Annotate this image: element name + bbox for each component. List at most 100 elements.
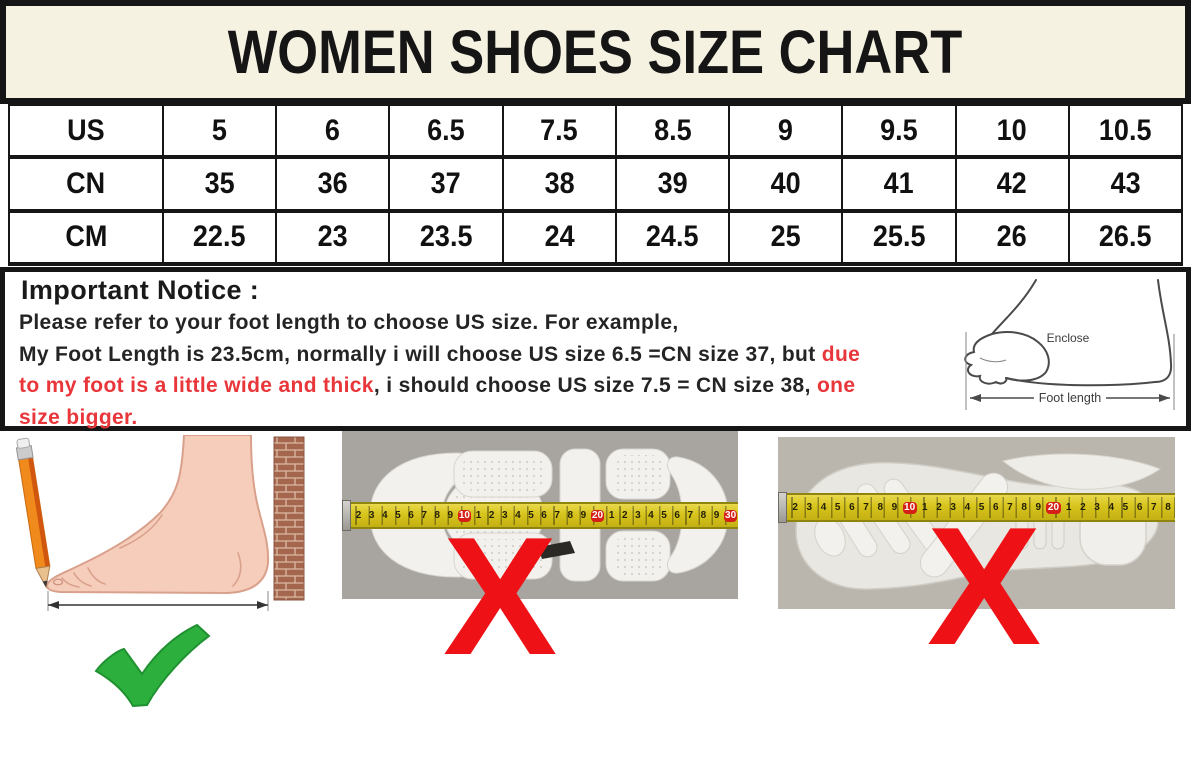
size-cell: 38 bbox=[501, 155, 617, 213]
tape-number: 9 bbox=[891, 501, 898, 513]
table-row: CM 22.5 23 23.5 24 24.5 25 25.5 26 26.5 bbox=[8, 208, 1184, 267]
notice-line: My Foot Length is 23.5cm, normally i wil… bbox=[19, 342, 861, 366]
arrow-right-head bbox=[1159, 394, 1170, 402]
tape-number: 6 bbox=[992, 501, 999, 513]
tape-number: 4 bbox=[381, 509, 388, 521]
size-cell: 37 bbox=[388, 155, 504, 213]
tape-number: 20 bbox=[590, 509, 605, 522]
size-cell: 36 bbox=[275, 155, 391, 213]
measuring-tape: 2 3 4 5 6 7 8 9 10 1 2 3 4 5 6 7 8 9 20 1 2 3 4 5 6 7 8 9 30 bbox=[342, 500, 738, 531]
tape-number: 2 bbox=[1080, 501, 1086, 513]
tape-number: 4 bbox=[964, 501, 971, 513]
tape-number: 4 bbox=[648, 509, 654, 521]
tape-number: 1 bbox=[608, 509, 615, 521]
tape-number: 7 bbox=[1007, 501, 1013, 513]
tape-number: 1 bbox=[475, 509, 482, 521]
check-icon bbox=[94, 623, 211, 708]
tape-number: 4 bbox=[820, 501, 827, 513]
tape-number: 5 bbox=[834, 501, 841, 513]
size-cell: 23 bbox=[275, 208, 391, 267]
foot-length-label: Foot length bbox=[1039, 391, 1102, 405]
dark-gap bbox=[538, 541, 575, 559]
notice-text: Please refer to your foot length to choo… bbox=[19, 307, 1174, 433]
size-cell: 41 bbox=[841, 155, 957, 213]
x-mark-icon: X bbox=[926, 492, 1041, 680]
foot-sole-line bbox=[1005, 377, 1156, 387]
insole-top-flap bbox=[1001, 453, 1162, 490]
tape-number: 5 bbox=[528, 509, 534, 521]
tape-number: 3 bbox=[368, 509, 375, 521]
tape-number: 6 bbox=[674, 509, 680, 521]
tape-number: 2 bbox=[936, 501, 942, 513]
top-pad-dots bbox=[460, 457, 546, 491]
tape-number: 1 bbox=[1065, 501, 1072, 513]
measure-end-ticks bbox=[47, 591, 269, 611]
tape-number: 8 bbox=[700, 509, 707, 521]
enclose-label: Enclose bbox=[1047, 331, 1090, 345]
foot-detail-line bbox=[979, 357, 1007, 363]
chart-title-box: WOMEN SHOES SIZE CHART bbox=[0, 0, 1191, 104]
pencil-icon bbox=[15, 437, 51, 589]
size-chart-table: US 5 6 6.5 7.5 8.5 9 9.5 10 10.5 CN 35 36 37 38 39 40 41 4… bbox=[8, 101, 1184, 267]
size-cell: 10.5 bbox=[1067, 101, 1184, 160]
foot-top-line bbox=[991, 279, 1037, 335]
tape-number: 8 bbox=[1165, 501, 1171, 513]
size-cell: 8.5 bbox=[614, 101, 731, 160]
tape-number: 9 bbox=[580, 509, 587, 521]
tape-number: 8 bbox=[1021, 501, 1027, 513]
size-cell: 10 bbox=[954, 101, 1070, 160]
heel-shade bbox=[232, 552, 242, 587]
tape-number: 30 bbox=[724, 509, 738, 522]
tape-number: 5 bbox=[395, 509, 401, 521]
tape-number: 7 bbox=[554, 509, 560, 521]
size-cell: 26 bbox=[954, 208, 1070, 267]
tape-number: 8 bbox=[567, 509, 574, 521]
x-mark-icon: X bbox=[442, 502, 557, 690]
tape-number: 7 bbox=[687, 509, 694, 521]
notice-line: Please refer to your foot length to choo… bbox=[19, 311, 679, 334]
size-cell: 6.5 bbox=[388, 101, 504, 160]
toe-lines bbox=[61, 567, 106, 588]
size-cell: 24 bbox=[501, 208, 617, 267]
tape-number: 4 bbox=[1108, 501, 1114, 513]
upper-right-dots bbox=[612, 455, 664, 493]
table-row: CN 35 36 37 38 39 40 41 42 43 bbox=[8, 155, 1184, 213]
tape-number: 5 bbox=[661, 509, 667, 521]
toenail bbox=[52, 578, 64, 586]
tape-number: 9 bbox=[447, 509, 454, 521]
notice-line: size bigger. bbox=[19, 405, 138, 429]
size-cell: 22.5 bbox=[161, 208, 278, 267]
tape-number: 3 bbox=[635, 509, 641, 521]
notice-heading: Important Notice : bbox=[21, 275, 260, 305]
size-cell: 5 bbox=[161, 101, 278, 160]
foot-measure-diagram: Enclose Foot length bbox=[964, 279, 1175, 410]
size-cell: 39 bbox=[614, 155, 731, 213]
bottom-pad-dots bbox=[460, 539, 546, 573]
size-cell: 26.5 bbox=[1067, 208, 1184, 267]
tape-number: 6 bbox=[1136, 501, 1143, 513]
tape-number: 2 bbox=[355, 509, 362, 521]
measuring-tape: 2 3 4 5 6 7 8 9 10 1 2 3 4 5 6 7 8 9 20 1 2 3 4 5 6 7 8 bbox=[778, 492, 1175, 523]
tape-number: 6 bbox=[849, 501, 855, 513]
tape-number: 5 bbox=[978, 501, 985, 513]
tape-number: 9 bbox=[1035, 501, 1042, 513]
tape-number: 4 bbox=[515, 509, 521, 521]
brick-wall bbox=[273, 436, 305, 601]
tape-number: 3 bbox=[501, 509, 508, 521]
arrow-right bbox=[257, 601, 268, 609]
figure-correct-method bbox=[15, 435, 305, 708]
size-cell: 42 bbox=[954, 155, 1070, 213]
size-cell: 35 bbox=[161, 155, 278, 213]
row-label-cell: CM bbox=[8, 208, 164, 267]
tape-number: 20 bbox=[1046, 501, 1061, 514]
size-cell: 43 bbox=[1067, 155, 1184, 213]
center-grips bbox=[1015, 512, 1065, 550]
tape-number: 10 bbox=[457, 509, 471, 522]
figure-wrong-sole: 2 3 4 5 6 7 8 9 10 1 2 3 4 5 6 7 8 9 20 1 2 3 4 5 6 7 8 9 30 X bbox=[342, 431, 738, 680]
tape-number: 7 bbox=[863, 501, 869, 513]
arrow-left bbox=[48, 601, 59, 609]
tape-number: 5 bbox=[1122, 501, 1129, 513]
tape-number: 3 bbox=[1094, 501, 1100, 513]
tape-number: 2 bbox=[621, 509, 628, 521]
size-cell: 9 bbox=[728, 101, 844, 160]
